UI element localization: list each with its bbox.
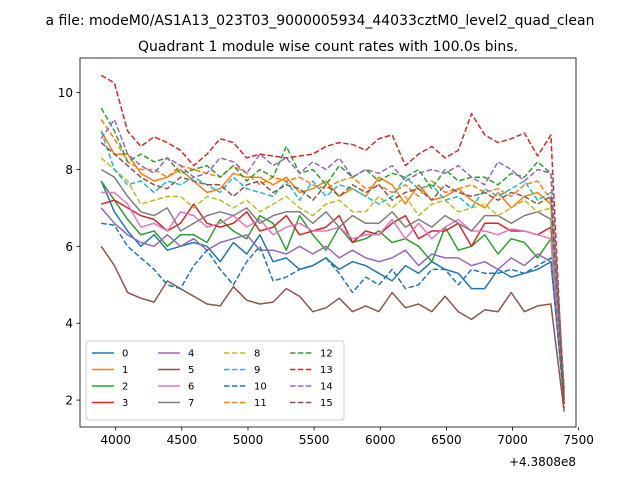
x-tick-label: 7500 — [563, 433, 594, 447]
series-line-0 — [100, 180, 565, 401]
legend-label-15: 15 — [320, 398, 333, 409]
figure-suptitle: a file: modeM0/AS1A13_023T03_9000005934_… — [46, 13, 595, 29]
x-tick-label: 7000 — [497, 433, 528, 447]
legend-label-5: 5 — [188, 365, 194, 376]
y-tick-label: 4 — [65, 317, 73, 331]
x-tick-label: 6000 — [365, 433, 396, 447]
series-line-3 — [100, 199, 565, 389]
x-axis: 4000 4500 5000 5500 6000 6500 7000 7500 — [100, 427, 594, 447]
legend-frame — [85, 340, 345, 421]
legend-label-13: 13 — [320, 365, 333, 376]
y-tick-label: 8 — [65, 163, 73, 177]
x-tick-label: 6500 — [431, 433, 462, 447]
y-tick-label: 6 — [65, 240, 73, 254]
x-tick-label: 5500 — [299, 433, 330, 447]
x-tick-label: 5000 — [233, 433, 264, 447]
legend-label-7: 7 — [188, 398, 194, 409]
series-line-12 — [100, 107, 565, 389]
series-line-4 — [100, 207, 565, 397]
series-line-9 — [100, 130, 565, 397]
plot-frame — [79, 57, 577, 428]
chart-title: Quadrant 1 module wise count rates with … — [138, 39, 518, 55]
legend-label-2: 2 — [122, 382, 128, 393]
legend-label-4: 4 — [188, 349, 194, 360]
legend-label-10: 10 — [254, 382, 267, 393]
series-line-2 — [100, 180, 565, 404]
series-line-10 — [101, 222, 565, 404]
x-tick-label: 4000 — [100, 433, 131, 447]
y-axis: 2 4 6 8 10 — [58, 86, 80, 408]
x-axis-offset-label: +4.3808e8 — [509, 455, 576, 469]
y-tick-label: 10 — [58, 86, 73, 100]
legend-label-1: 1 — [122, 365, 128, 376]
legend-label-0: 0 — [122, 349, 128, 360]
legend-label-12: 12 — [320, 349, 333, 360]
series-line-6 — [101, 191, 565, 397]
x-tick-label: 4500 — [167, 433, 198, 447]
legend-label-11: 11 — [254, 398, 267, 409]
y-tick-label: 2 — [65, 394, 73, 408]
series-line-14 — [100, 118, 565, 401]
legend-label-8: 8 — [254, 349, 260, 360]
series-line-8 — [100, 157, 565, 393]
legend-label-6: 6 — [188, 382, 194, 393]
series-line-7 — [100, 168, 565, 393]
plot-area — [79, 57, 577, 428]
legend-label-14: 14 — [320, 382, 333, 393]
legend-label-9: 9 — [254, 365, 260, 376]
series-line-15 — [100, 142, 565, 404]
series-line-11 — [100, 119, 565, 393]
legend-label-3: 3 — [122, 398, 128, 409]
series-line-13 — [100, 74, 565, 408]
